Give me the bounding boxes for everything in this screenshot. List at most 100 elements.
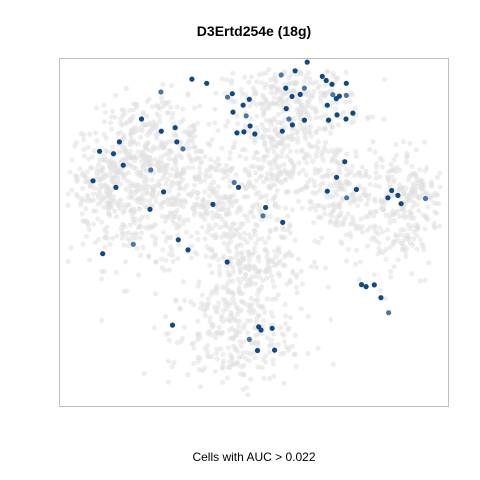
background-cell-point <box>223 162 230 169</box>
background-cell-point <box>334 100 340 106</box>
background-cell-point <box>141 177 148 183</box>
background-cell-point <box>79 211 85 217</box>
background-cell-point <box>437 184 443 190</box>
background-cell-point <box>213 211 219 217</box>
background-cell-point <box>191 205 197 211</box>
background-cell-point <box>404 153 410 159</box>
background-cell-point <box>243 156 249 162</box>
background-cell-point <box>315 139 321 145</box>
background-cell-point <box>279 137 285 143</box>
background-cell-point <box>347 200 353 206</box>
background-cell-point <box>291 136 297 142</box>
background-cell-point <box>281 380 287 386</box>
background-cell-point <box>287 279 293 285</box>
high-auc-cell-point <box>252 131 258 137</box>
background-cell-point <box>316 126 323 132</box>
background-cell-point <box>381 203 387 209</box>
background-cell-point <box>259 365 265 371</box>
background-cell-point <box>313 207 319 213</box>
background-cell-point <box>302 156 308 162</box>
background-cell-point <box>204 211 210 217</box>
background-cell-point <box>225 345 231 351</box>
background-cell-point <box>165 162 171 168</box>
background-cell-point <box>286 169 292 175</box>
background-cell-point <box>248 295 254 301</box>
background-cell-point <box>68 245 74 251</box>
background-cell-point <box>159 213 165 219</box>
background-cell-point <box>220 365 226 371</box>
background-cell-point <box>317 187 323 193</box>
background-cell-point <box>134 101 140 107</box>
background-cell-point <box>101 119 108 125</box>
background-cell-point <box>266 127 272 133</box>
background-cell-point <box>292 237 298 243</box>
background-cell-point <box>102 226 108 233</box>
background-cell-point <box>241 194 248 200</box>
background-cell-point <box>343 69 349 75</box>
high-auc-cell-point <box>343 80 349 86</box>
background-cell-point <box>328 130 334 136</box>
background-cell-point <box>160 229 166 235</box>
background-cell-point <box>385 235 391 241</box>
background-cell-point <box>266 259 272 265</box>
background-cell-point <box>339 241 345 247</box>
background-cell-point <box>266 349 273 355</box>
background-cell-point <box>195 283 201 289</box>
background-cell-point <box>180 335 186 341</box>
background-cell-point <box>219 145 225 151</box>
background-cell-point <box>270 357 276 363</box>
background-cell-point <box>139 214 145 220</box>
background-cell-point <box>268 273 274 279</box>
background-cell-point <box>220 175 226 181</box>
background-cell-point <box>224 173 230 179</box>
background-cell-point <box>353 153 359 159</box>
background-cell-point <box>349 163 355 169</box>
background-cell-point <box>280 109 286 115</box>
background-cell-point <box>162 218 168 224</box>
background-cell-point <box>176 192 182 198</box>
background-cell-point <box>216 324 222 330</box>
background-cell-point <box>115 149 121 155</box>
high-auc-cell-point <box>289 93 295 100</box>
background-cell-point <box>431 200 437 206</box>
background-cell-point <box>261 309 268 315</box>
background-cell-point <box>316 83 323 89</box>
background-cell-point <box>287 222 293 228</box>
background-cell-point <box>322 211 328 217</box>
background-cell-point <box>118 120 124 126</box>
background-cell-point <box>233 172 239 178</box>
background-cell-point <box>246 79 252 85</box>
background-cell-point <box>195 318 201 324</box>
background-cell-point <box>395 257 401 263</box>
background-cell-point <box>101 132 107 138</box>
background-cell-point <box>263 268 269 274</box>
background-cell-point <box>409 242 415 248</box>
background-cell-point <box>313 79 319 85</box>
background-cell-point <box>241 212 247 218</box>
background-cell-point <box>292 332 298 338</box>
background-cell-point <box>294 148 300 154</box>
background-cell-point <box>230 296 236 302</box>
background-cell-point <box>283 189 290 195</box>
high-auc-cell-point <box>158 128 164 134</box>
background-cell-point <box>123 85 129 92</box>
background-cell-point <box>185 165 191 171</box>
background-cell-point <box>216 184 222 190</box>
background-cell-point <box>130 183 136 189</box>
background-cell-point <box>293 189 299 195</box>
background-cell-point <box>147 154 153 160</box>
background-cell-point <box>271 75 277 81</box>
background-cell-point <box>298 268 304 274</box>
background-cell-point <box>371 213 377 219</box>
background-cell-point <box>193 156 199 163</box>
background-cell-point <box>266 134 272 140</box>
background-cell-point <box>227 150 233 156</box>
background-cell-point <box>221 201 227 207</box>
background-cell-point <box>253 319 259 326</box>
background-cell-point <box>88 197 94 204</box>
background-cell-point <box>259 106 265 112</box>
background-cell-point <box>432 225 438 231</box>
background-cell-point <box>156 181 162 188</box>
background-cell-point <box>413 147 420 153</box>
background-cell-point <box>166 337 172 343</box>
